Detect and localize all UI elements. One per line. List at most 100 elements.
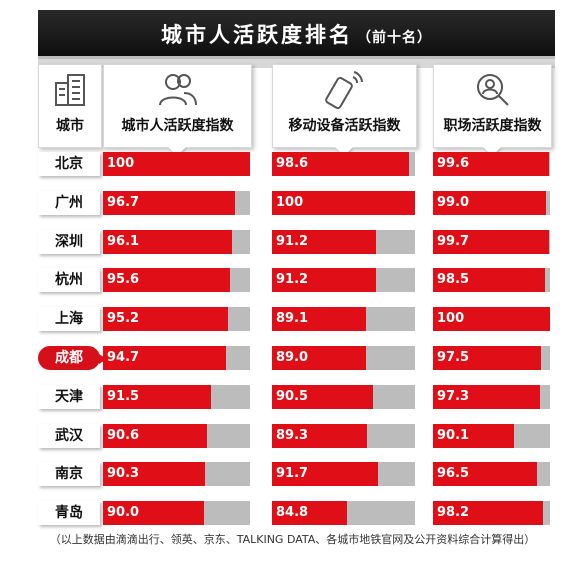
bar [433,307,550,331]
bar [272,152,409,176]
bar-value-label: 99.7 [437,234,470,249]
bar [103,230,232,254]
table-row: 北京 100 98.6 99.6 [0,152,585,180]
bar-track: 98.2 [433,501,550,525]
bar-value-label: 90.5 [276,389,309,404]
table-row: 天津 91.5 90.5 97.3 [0,385,585,413]
bar [433,462,537,486]
table-row: 成都 94.7 89.0 97.5 [0,346,585,374]
bar [103,307,228,331]
bar-value-label: 99.6 [437,156,470,171]
bar-value-label: 96.1 [107,234,140,249]
bar-value-label: 91.2 [276,272,309,287]
table-row: 南京 90.3 91.7 96.5 [0,462,585,490]
column-pointer [483,147,501,156]
bar-track: 99.6 [433,152,550,176]
bar-value-label: 90.6 [107,428,140,443]
bar [433,385,540,409]
bar [433,268,545,292]
bar [272,424,367,448]
table-row: 深圳 96.1 91.2 99.7 [0,230,585,258]
bar-track: 100 [103,152,250,176]
bar-value-label: 89.0 [276,350,309,365]
city-label: 天津 [38,385,100,409]
page-title: 城市人活跃度排名 （前十名） [38,19,555,49]
bar-value-label: 99.0 [437,195,470,210]
bar [103,346,226,370]
bar [272,268,376,292]
bar-value-label: 95.6 [107,272,140,287]
bar [103,462,205,486]
workplace-activity-column-header: 职场活跃度指数 [433,64,552,156]
table-row: 杭州 95.6 91.2 98.5 [0,268,585,296]
bar-track: 95.2 [103,307,250,331]
bar-track: 90.3 [103,462,250,486]
footnote: （以上数据由滴滴出行、领英、京东、TALKING DATA、各城市地铁官网及公开… [49,533,536,546]
bar-track: 100 [433,307,550,331]
city-label: 南京 [38,462,100,486]
bar-track: 96.5 [433,462,550,486]
mobile-phone-icon [273,71,416,109]
bar-track: 91.2 [272,230,415,254]
bar-value-label: 100 [276,195,304,210]
bar-track: 97.5 [433,346,550,370]
table-row: 上海 95.2 89.1 100 [0,307,585,335]
bar-track: 90.0 [103,501,250,525]
bar-track: 89.3 [272,424,415,448]
bar [103,424,207,448]
column-pointer [168,147,186,156]
magnifier-person-icon [434,71,551,109]
bar-track: 91.7 [272,462,415,486]
bar-value-label: 90.1 [437,428,470,443]
bar [433,346,541,370]
bar [272,230,376,254]
bar-value-label: 98.2 [437,505,470,520]
bar [272,346,366,370]
bar [272,385,373,409]
bar-track: 91.2 [272,268,415,292]
bar-track: 100 [272,191,415,215]
title-sub: （前十名） [357,30,432,46]
city-column-label: 城市 [56,118,84,134]
bar-value-label: 96.5 [437,466,470,481]
bar-track: 97.3 [433,385,550,409]
bar-value-label: 90.3 [107,466,140,481]
bar-track: 94.7 [103,346,250,370]
bar [103,191,235,215]
bar-track: 98.6 [272,152,415,176]
column-pointer [335,147,353,156]
title-banner: 城市人活跃度排名 （前十名） [38,10,555,68]
bar-track: 99.0 [433,191,550,215]
city-label: 深圳 [38,230,100,254]
city-label: 青岛 [38,501,100,525]
city-label: 广州 [38,191,100,215]
city-label: 武汉 [38,424,100,448]
city-label: 北京 [38,152,100,176]
bar-track: 95.6 [103,268,250,292]
bar-value-label: 89.3 [276,428,309,443]
bar-track: 89.1 [272,307,415,331]
bar [272,307,366,331]
bar-value-label: 90.0 [107,505,140,520]
bar-value-label: 94.7 [107,350,140,365]
bar [272,462,378,486]
banner-shadow [38,59,555,68]
bar [272,191,415,215]
title-main: 城市人活跃度排名 [161,23,353,47]
bar [433,191,546,215]
city-label: 成都 [38,346,107,370]
city-label: 杭州 [38,268,100,292]
bar [103,268,230,292]
bar-track: 84.8 [272,501,415,525]
bar [272,501,347,525]
bar-value-label: 96.7 [107,195,140,210]
bar-value-label: 89.1 [276,311,309,326]
bar [103,385,211,409]
bar-track: 89.0 [272,346,415,370]
workplace-activity-column-label: 职场活跃度指数 [443,118,542,134]
bar-value-label: 97.5 [437,350,470,365]
table-row: 广州 96.7 100 99.0 [0,191,585,219]
table-row: 武汉 90.6 89.3 90.1 [0,424,585,452]
bar [433,230,549,254]
city-label: 上海 [38,307,100,331]
